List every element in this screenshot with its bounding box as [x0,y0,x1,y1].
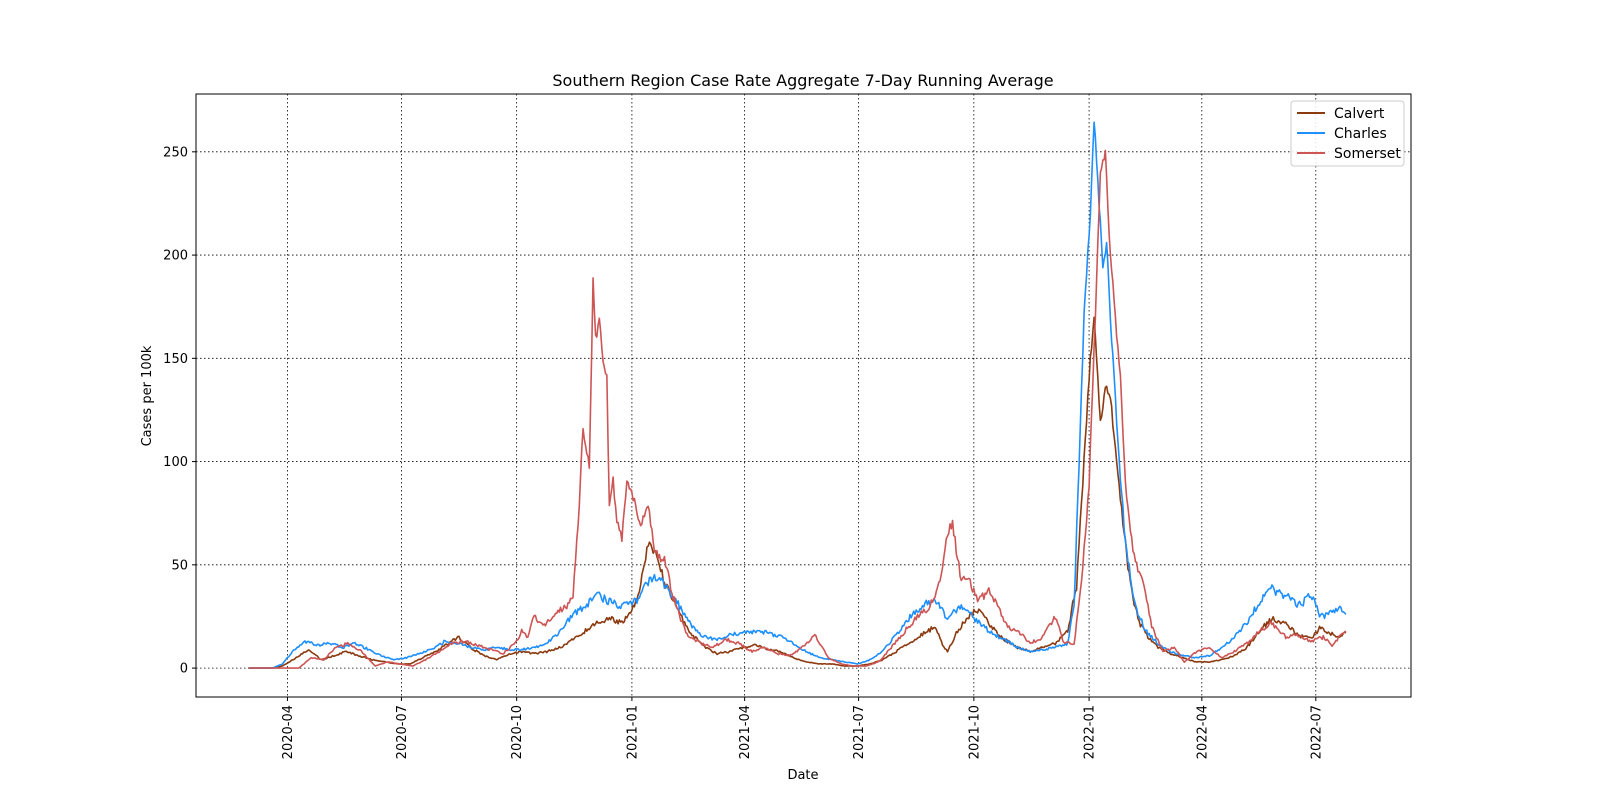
y-axis-label: Cases per 100k [140,345,155,446]
y-tick-label: 250 [163,145,188,160]
x-tick-label: 2022-04 [1195,705,1210,759]
x-tick-label: 2022-01 [1083,705,1098,759]
y-tick-label: 0 [180,662,188,677]
legend-box [1290,100,1405,167]
x-tick-label: 2022-07 [1309,705,1324,759]
grid-layer [196,94,1411,697]
legend: Calvert Charles Somerset [1290,100,1405,167]
series-line-calvert [248,316,1347,669]
plot-frame [195,93,1412,698]
x-tick-label: 2020-04 [281,705,296,759]
y-tick-label: 200 [163,249,188,264]
legend-label-calvert: Calvert [1334,106,1385,122]
legend-label-charles: Charles [1334,126,1387,142]
y-tick-label: 150 [163,352,188,367]
legend-label-somerset: Somerset [1334,146,1401,162]
x-tick-label: 2021-04 [738,705,753,759]
x-axis-label: Date [787,768,818,783]
series-line-charles [248,121,1347,669]
chart-title: Southern Region Case Rate Aggregate 7-Da… [552,71,1053,90]
x-tick-label: 2021-01 [625,705,640,759]
y-tick-label: 50 [171,558,188,573]
y-tick-label: 100 [163,455,188,470]
x-tick-label: 2020-10 [510,705,525,759]
tick-layer: 2020-04 2020-07 2020-10 2021-01 2021-04 2021-… [163,145,1324,759]
series-layer [248,121,1347,669]
x-tick-label: 2020-07 [395,705,410,759]
series-line-somerset [248,149,1347,669]
x-tick-label: 2021-07 [852,705,867,759]
x-tick-label: 2021-10 [967,705,982,759]
